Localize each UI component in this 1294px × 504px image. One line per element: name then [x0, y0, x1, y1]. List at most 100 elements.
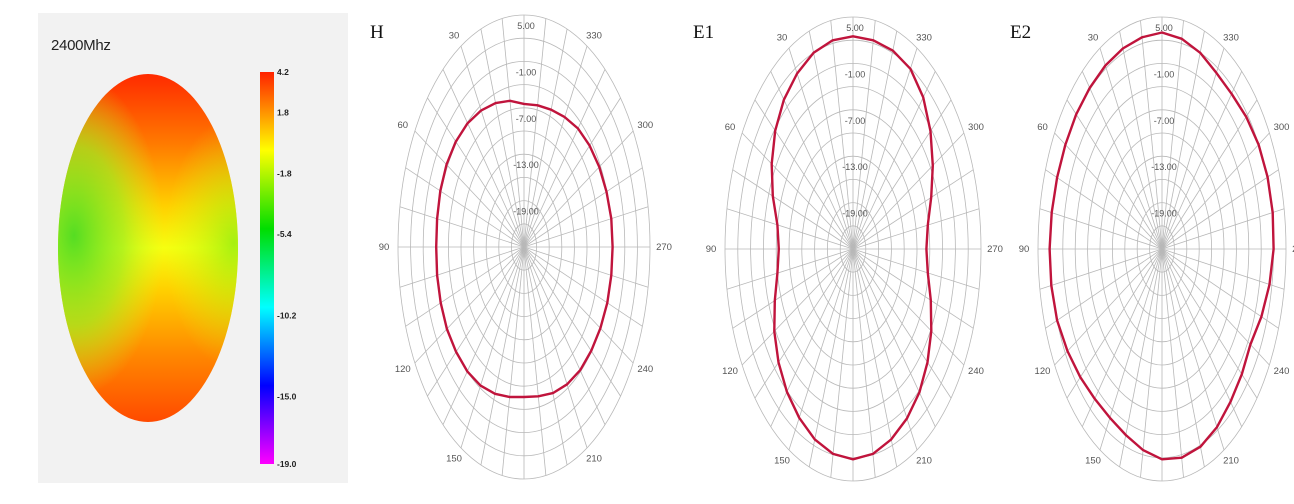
polar-spoke: [1161, 248, 1184, 478]
pattern-curve: [1048, 31, 1275, 461]
polar-spoke: [1161, 169, 1279, 250]
radial-tick-label: -1.00: [1154, 69, 1175, 79]
polar-spoke: [523, 97, 621, 248]
polar-spoke: [732, 248, 854, 329]
pattern-curve: [435, 99, 614, 399]
polar-spoke: [523, 206, 649, 248]
polar-spoke: [1045, 248, 1163, 329]
angle-tick-label: 210: [1223, 455, 1239, 466]
polar-spoke: [523, 246, 621, 397]
polar-spoke: [442, 69, 525, 248]
colorbar: [260, 72, 274, 464]
polar-spoke: [480, 246, 525, 466]
radial-tick-label: -19.00: [1151, 209, 1177, 219]
polar-spoke: [808, 248, 854, 468]
panel-label-h: H: [360, 12, 426, 68]
radial-tick-label: -19.00: [513, 207, 539, 217]
polar-spoke: [1039, 248, 1163, 290]
polar-spoke: [852, 248, 876, 478]
polar-spoke: [1099, 47, 1163, 250]
polar-chart-e1: 5.00 -1.00 -7.00 -13.00 -19.00 330 300 270 240 21…: [706, 16, 1003, 482]
polar-spoke: [852, 47, 918, 250]
angle-tick-label: 30: [777, 33, 788, 44]
polar-spoke: [501, 18, 525, 248]
polar-spoke: [1081, 71, 1163, 250]
polar-spoke: [523, 69, 606, 248]
radial-tick-label: -13.00: [513, 160, 539, 170]
colorbar-tick-label: 1.8: [277, 108, 289, 118]
colorbar-tick-label: -10.2: [277, 310, 297, 320]
radial-tick-label: -7.00: [845, 116, 866, 126]
polar-spoke: [852, 248, 980, 290]
radial-tick-label: 5.00: [846, 23, 864, 33]
polar-spoke: [405, 246, 525, 327]
polar-spoke: [1161, 208, 1285, 250]
polar-spoke: [1161, 248, 1243, 427]
polar-spoke: [1066, 99, 1163, 250]
angle-tick-label: 330: [916, 33, 932, 44]
angle-tick-label: 270: [1292, 244, 1294, 255]
colorbar-tick-label: 4.2: [277, 67, 289, 77]
polar-spoke: [1161, 71, 1243, 250]
polar-spoke: [523, 246, 643, 327]
polar-spoke: [852, 30, 898, 250]
radial-tick-label: -13.00: [1151, 162, 1177, 172]
polar-spoke: [1066, 248, 1163, 399]
polar-spoke: [405, 167, 525, 248]
angle-tick-label: 30: [449, 31, 460, 42]
polar-spoke: [741, 132, 854, 250]
polar-spoke: [523, 246, 547, 476]
polar-spoke: [808, 30, 854, 250]
polar-spoke: [523, 167, 643, 248]
polar-spoke: [523, 45, 588, 248]
angle-tick-label: 300: [1274, 122, 1290, 133]
angle-tick-label: 240: [637, 364, 653, 375]
pattern-curve: [770, 35, 934, 461]
angle-tick-label: 210: [916, 455, 932, 466]
radial-tick-label: -7.00: [516, 114, 537, 124]
angle-tick-label: 210: [586, 453, 602, 464]
polar-spoke: [852, 208, 980, 250]
colorbar-tick-label: -19.0: [277, 459, 297, 469]
polar-spoke: [523, 28, 568, 248]
polar-spoke: [501, 246, 525, 476]
polar-spoke: [1119, 248, 1163, 468]
heatmap-panel: 2400Mhz 4.2 1.8 -1.8 -5.4 -10.2 -15.0 -19.0: [0, 0, 355, 504]
radial-tick-label: 5.00: [517, 21, 535, 31]
angle-tick-label: 90: [379, 242, 390, 253]
polar-spoke: [1039, 208, 1163, 250]
polar-chart-h: 5.00 -1.00 -7.00 -13.00 -19.00 330 300 270 240 21…: [379, 14, 672, 480]
polar-spoke: [480, 28, 525, 248]
radial-tick-label: 5.00: [1155, 23, 1173, 33]
angle-tick-label: 120: [395, 364, 411, 375]
angle-tick-label: 120: [1035, 366, 1051, 377]
polar-spoke: [852, 248, 965, 366]
polar-spoke: [852, 248, 974, 329]
polar-spoke: [726, 248, 854, 290]
angle-tick-label: 30: [1088, 33, 1099, 44]
polar-spoke: [732, 169, 854, 250]
radial-tick-label: -1.00: [516, 67, 537, 77]
polar-spoke: [754, 99, 854, 250]
angle-tick-label: 270: [656, 242, 672, 253]
polar-spoke: [1161, 248, 1225, 451]
angle-tick-label: 90: [706, 244, 717, 255]
polar-spoke: [1161, 132, 1270, 250]
polar-spoke: [852, 248, 952, 399]
frequency-title: 2400Mhz: [51, 37, 111, 54]
angle-tick-label: 120: [722, 366, 738, 377]
polar-spoke: [442, 246, 525, 425]
polar-spoke: [427, 97, 525, 248]
polar-chart-e2: 5.00 -1.00 -7.00 -13.00 -19.00 330 300 270 240 21…: [1019, 16, 1294, 482]
heatmap-right-lobe: [58, 74, 238, 422]
colorbar-tick-label: -1.8: [277, 168, 292, 178]
polar-spoke: [852, 248, 898, 468]
polar-spoke: [523, 246, 588, 449]
angle-tick-label: 330: [1223, 33, 1239, 44]
polar-spoke: [427, 246, 525, 397]
polar-spoke: [523, 246, 634, 364]
polar-spoke: [523, 246, 649, 288]
polar-spoke: [1161, 20, 1184, 250]
radial-tick-label: -13.00: [842, 162, 868, 172]
polar-spoke: [1161, 248, 1279, 329]
